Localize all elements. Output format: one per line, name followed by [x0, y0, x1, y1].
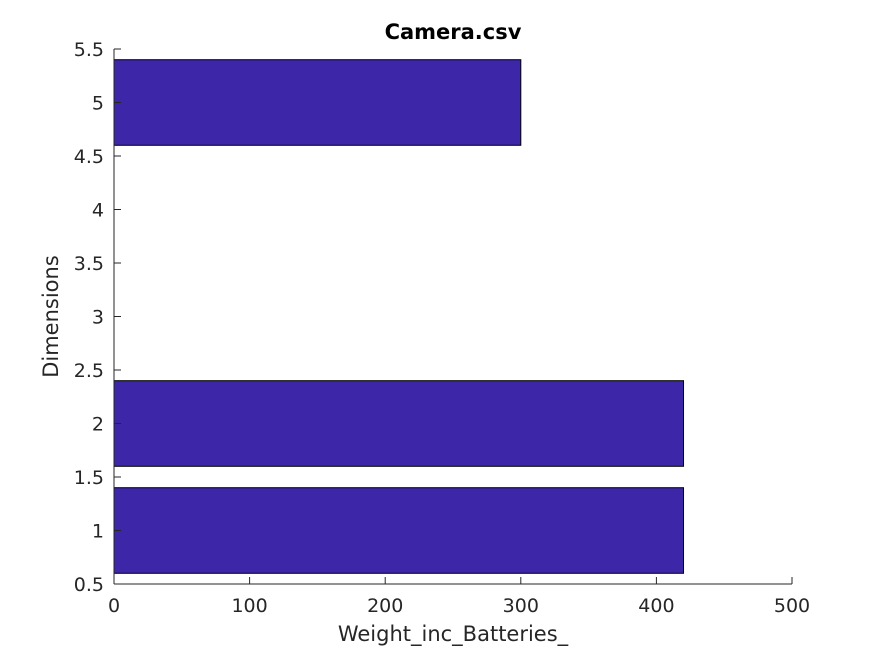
y-ticks: 0.5 1 1.5 2 2.5 3 3.5 4 4.5 5 5.5	[74, 39, 121, 596]
y-tick-label: 2	[92, 414, 104, 436]
x-tick-label: 400	[638, 595, 674, 617]
bar-2	[113, 380, 685, 467]
x-tick-label: 100	[231, 595, 267, 617]
y-tick-label: 5	[92, 93, 104, 115]
x-tick-label: 200	[367, 595, 403, 617]
x-tick-label: 0	[108, 595, 120, 617]
x-tick-label: 500	[774, 595, 810, 617]
y-tick-label: 1.5	[74, 467, 104, 489]
y-tick-label: 5.5	[74, 39, 104, 61]
x-tick-label: 300	[503, 595, 539, 617]
x-axis-label: Weight_inc_Batteries_	[338, 622, 569, 647]
y-tick-label: 4	[92, 200, 104, 222]
y-tick-label: 3.5	[74, 253, 104, 275]
y-tick-label: 2.5	[74, 360, 104, 382]
y-axis-label: Dimensions	[39, 255, 63, 378]
x-ticks: 0 100 200 300 400 500	[108, 577, 810, 617]
y-tick-label: 4.5	[74, 146, 104, 168]
y-tick-label: 0.5	[74, 574, 104, 596]
bar-1	[113, 487, 685, 574]
y-tick-label: 3	[92, 307, 104, 329]
chart-title: Camera.csv	[385, 20, 522, 44]
bars-group	[113, 59, 685, 574]
bar-5	[113, 59, 522, 146]
y-tick-label: 1	[92, 521, 104, 543]
